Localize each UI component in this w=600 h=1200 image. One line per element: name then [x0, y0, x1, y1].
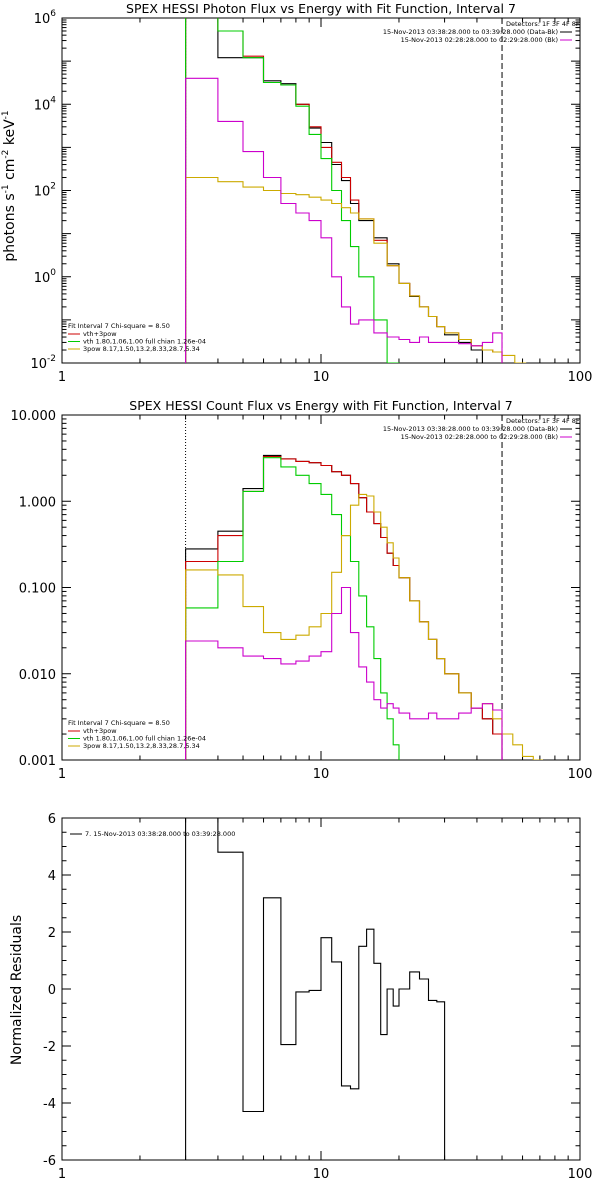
count-flux-series-bk	[185, 586, 503, 760]
photon-flux-y-tick-label: 10-2	[30, 354, 56, 372]
photon-flux-x-tick-label: 10	[313, 370, 330, 385]
count-flux-detectors-label: Detectors: 1F 3F 4F 8F	[506, 417, 580, 425]
count-flux-fit-legend-entry: vth+3pow	[83, 727, 117, 735]
photon-flux-series-bk	[185, 77, 503, 363]
count-flux-title: SPEX HESSI Count Flux vs Energy with Fit…	[129, 398, 512, 413]
residuals-series-7-15-nov-2013-03-38-28-000-to-03-39-28-000	[185, 818, 446, 1160]
count-flux-panel: SPEX HESSI Count Flux vs Energy with Fit…	[11, 398, 593, 782]
count-flux-series-data-bk	[185, 454, 503, 760]
residuals-y-tick-label: -4	[43, 1097, 56, 1112]
photon-flux-panel: SPEX HESSI Photon Flux vs Energy with Fi…	[1, 1, 593, 385]
residuals-y-tick-label: -2	[43, 1040, 56, 1055]
count-flux-x-tick-label: 1	[58, 767, 66, 782]
residuals-x-tick-label: 10	[313, 1167, 330, 1182]
photon-flux-y-axis-label: photons s-1 cm-2 keV-1	[1, 110, 18, 261]
photon-flux-y-tick-label: 102	[34, 182, 56, 200]
count-flux-fit-interval-label: Fit Interval 7 Chi-square = 8.50	[68, 719, 170, 727]
residuals-panel: Normalized Residuals 1 10 100 -6 -4 -2 0 2 4 6 7. …	[9, 812, 592, 1182]
photon-flux-y-tick-label: 106	[34, 9, 57, 27]
count-flux-y-tick-label: 1.000	[19, 495, 56, 510]
count-flux-series-vth-3pow	[185, 455, 503, 760]
count-flux-y-tick-label: 0.100	[19, 582, 56, 597]
photon-flux-fit-legend-entry: vth+3pow	[83, 330, 117, 338]
count-flux-x-tick-label: 10	[313, 767, 330, 782]
photon-flux-y-tick-label: 104	[34, 95, 57, 113]
photon-flux-series-3pow	[185, 176, 527, 363]
residuals-x-tick-label: 1	[58, 1167, 66, 1182]
residuals-y-tick-label: -6	[43, 1154, 56, 1169]
photon-flux-x-tick-label: 1	[58, 370, 66, 385]
photon-flux-y-tick-label: 100	[34, 268, 57, 286]
count-flux-x-tick-label: 100	[568, 767, 593, 782]
residuals-y-tick-label: 0	[48, 983, 56, 998]
count-flux-fit-legend-entry: vth 1.80,1.06,1.00 full chian 1.26e-04	[83, 735, 206, 743]
residuals-y-tick-label: 2	[48, 926, 56, 941]
residuals-y-tick-label: 6	[48, 812, 56, 827]
photon-flux-fit-interval-label: Fit Interval 7 Chi-square = 8.50	[68, 322, 170, 330]
residuals-y-tick-label: 4	[48, 869, 56, 884]
count-flux-series-3pow	[185, 493, 543, 760]
residuals-legend-entry: 7. 15-Nov-2013 03:38:28.000 to 03:39:28.…	[85, 830, 235, 838]
photon-flux-x-tick-label: 100	[568, 370, 593, 385]
photon-flux-fit-legend-entry: 3pow 8.17,1.50,13.2,8.33,28.7,5.34	[83, 345, 200, 353]
count-flux-legend-entry: 15-Nov-2013 03:38:28.000 to 03:39:28.000…	[383, 425, 558, 433]
residuals-y-axis-label: Normalized Residuals	[9, 915, 25, 1065]
count-flux-fit-legend-entry: 3pow 8.17,1.50,13.2,8.33,28.7,5.34	[83, 742, 200, 750]
residuals-x-tick-label: 100	[568, 1167, 593, 1182]
photon-flux-legend-entry: 15-Nov-2013 03:38:28.000 to 03:39:28.000…	[383, 28, 558, 36]
count-flux-y-tick-label: 0.001	[19, 754, 56, 769]
count-flux-legend-entry: 15-Nov-2013 02:28:28.000 to 02:29:28.000…	[401, 433, 558, 441]
count-flux-series-vth	[185, 457, 411, 760]
photon-flux-series-vth	[185, 18, 411, 363]
count-flux-y-tick-label: 0.010	[19, 668, 56, 683]
count-flux-y-tick-label: 10.000	[11, 409, 57, 424]
photon-flux-legend-entry: 15-Nov-2013 02:28:28.000 to 02:29:28.000…	[401, 36, 558, 44]
photon-flux-title: SPEX HESSI Photon Flux vs Energy with Fi…	[126, 1, 516, 16]
photon-flux-fit-legend-entry: vth 1.80,1.06,1.00 full chian 1.26e-04	[83, 338, 206, 346]
photon-flux-detectors-label: Detectors: 1F 3F 4F 8F	[506, 20, 580, 28]
